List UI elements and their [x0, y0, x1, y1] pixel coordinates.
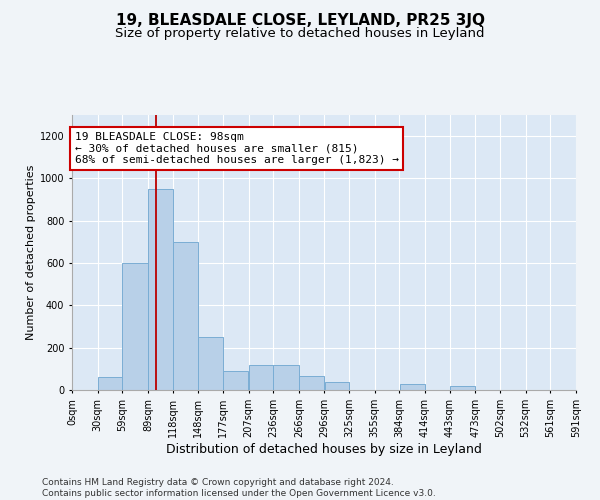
Bar: [299, 376, 324, 390]
X-axis label: Distribution of detached houses by size in Leyland: Distribution of detached houses by size …: [166, 442, 482, 456]
Text: Contains HM Land Registry data © Crown copyright and database right 2024.
Contai: Contains HM Land Registry data © Crown c…: [42, 478, 436, 498]
Bar: [199, 337, 223, 390]
Text: 19 BLEASDALE CLOSE: 98sqm
← 30% of detached houses are smaller (815)
68% of semi: 19 BLEASDALE CLOSE: 98sqm ← 30% of detac…: [74, 132, 398, 165]
Bar: [450, 386, 475, 390]
Bar: [223, 371, 248, 390]
Bar: [248, 364, 273, 390]
Bar: [400, 384, 425, 390]
Text: 19, BLEASDALE CLOSE, LEYLAND, PR25 3JQ: 19, BLEASDALE CLOSE, LEYLAND, PR25 3JQ: [115, 12, 485, 28]
Bar: [98, 378, 122, 390]
Bar: [274, 364, 299, 390]
Bar: [325, 382, 349, 390]
Text: Size of property relative to detached houses in Leyland: Size of property relative to detached ho…: [115, 28, 485, 40]
Y-axis label: Number of detached properties: Number of detached properties: [26, 165, 35, 340]
Bar: [173, 242, 198, 390]
Bar: [148, 189, 173, 390]
Bar: [122, 263, 148, 390]
